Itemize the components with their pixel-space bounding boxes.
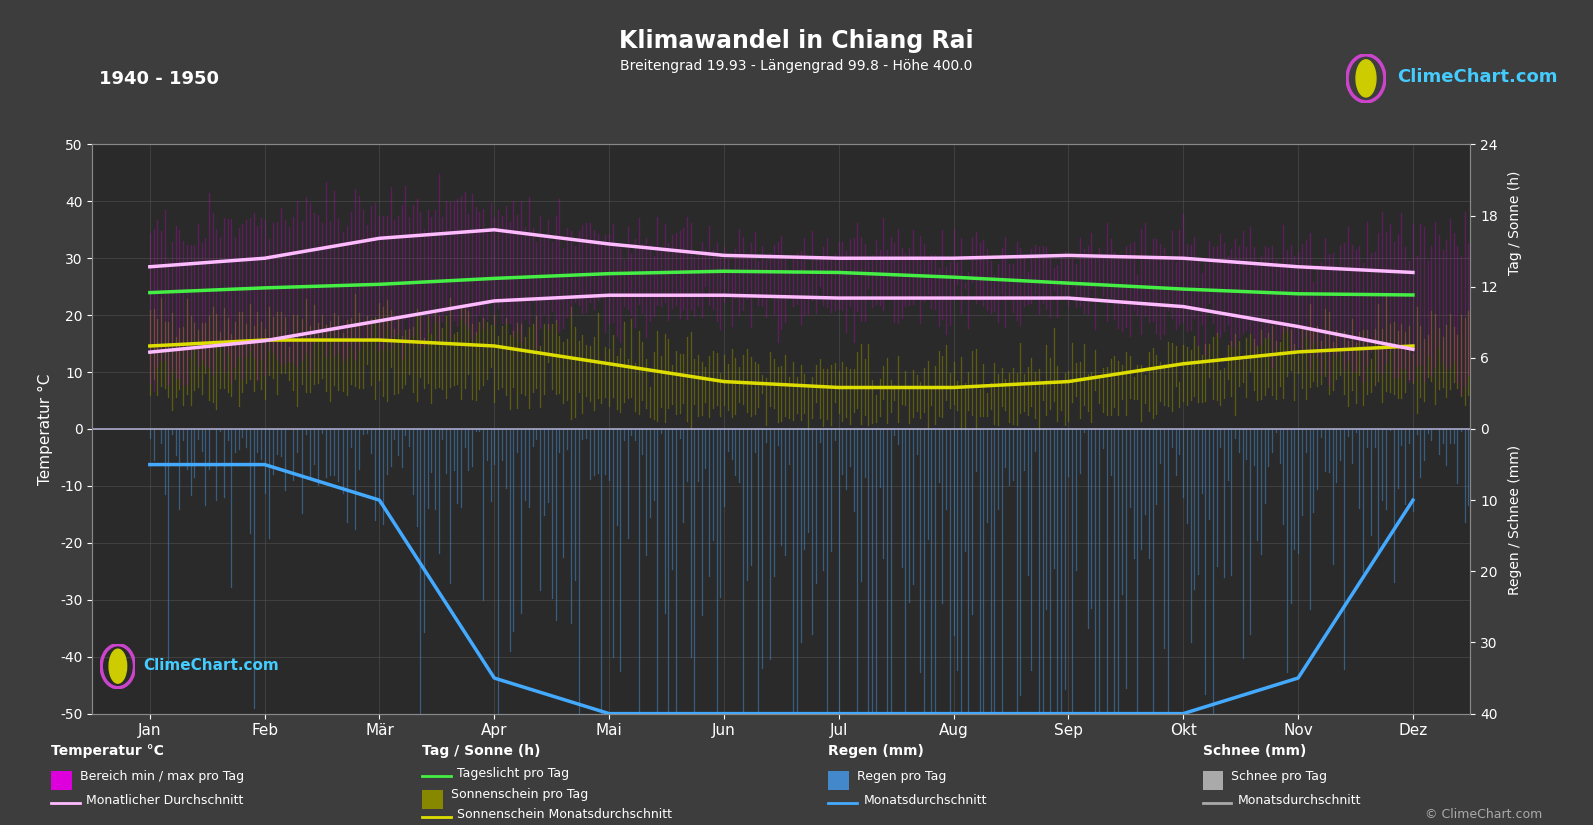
Text: Temperatur °C: Temperatur °C: [51, 744, 164, 758]
Text: 1940 - 1950: 1940 - 1950: [99, 70, 218, 88]
Text: Regen pro Tag: Regen pro Tag: [857, 770, 946, 783]
Text: Tag / Sonne (h): Tag / Sonne (h): [1509, 171, 1521, 275]
Text: Sonnenschein Monatsdurchschnitt: Sonnenschein Monatsdurchschnitt: [457, 808, 672, 822]
Ellipse shape: [108, 649, 127, 683]
Text: Sonnenschein pro Tag: Sonnenschein pro Tag: [451, 788, 588, 801]
Y-axis label: Temperatur °C: Temperatur °C: [38, 373, 53, 485]
Text: Bereich min / max pro Tag: Bereich min / max pro Tag: [80, 770, 244, 783]
Ellipse shape: [1356, 60, 1376, 97]
Text: © ClimeChart.com: © ClimeChart.com: [1424, 808, 1542, 821]
Text: ClimeChart.com: ClimeChart.com: [1397, 68, 1558, 86]
Text: Tageslicht pro Tag: Tageslicht pro Tag: [457, 767, 569, 780]
Text: Schnee (mm): Schnee (mm): [1203, 744, 1306, 758]
Text: Schnee pro Tag: Schnee pro Tag: [1231, 770, 1327, 783]
Text: Klimawandel in Chiang Rai: Klimawandel in Chiang Rai: [620, 29, 973, 53]
Text: Tag / Sonne (h): Tag / Sonne (h): [422, 744, 540, 758]
Text: ClimeChart.com: ClimeChart.com: [143, 658, 279, 673]
Text: Monatlicher Durchschnitt: Monatlicher Durchschnitt: [86, 794, 244, 808]
Text: Monatsdurchschnitt: Monatsdurchschnitt: [1238, 794, 1362, 808]
Text: Monatsdurchschnitt: Monatsdurchschnitt: [863, 794, 988, 808]
Text: Breitengrad 19.93 - Längengrad 99.8 - Höhe 400.0: Breitengrad 19.93 - Längengrad 99.8 - Hö…: [620, 59, 973, 73]
Text: Regen (mm): Regen (mm): [828, 744, 924, 758]
Text: Regen / Schnee (mm): Regen / Schnee (mm): [1509, 445, 1521, 595]
